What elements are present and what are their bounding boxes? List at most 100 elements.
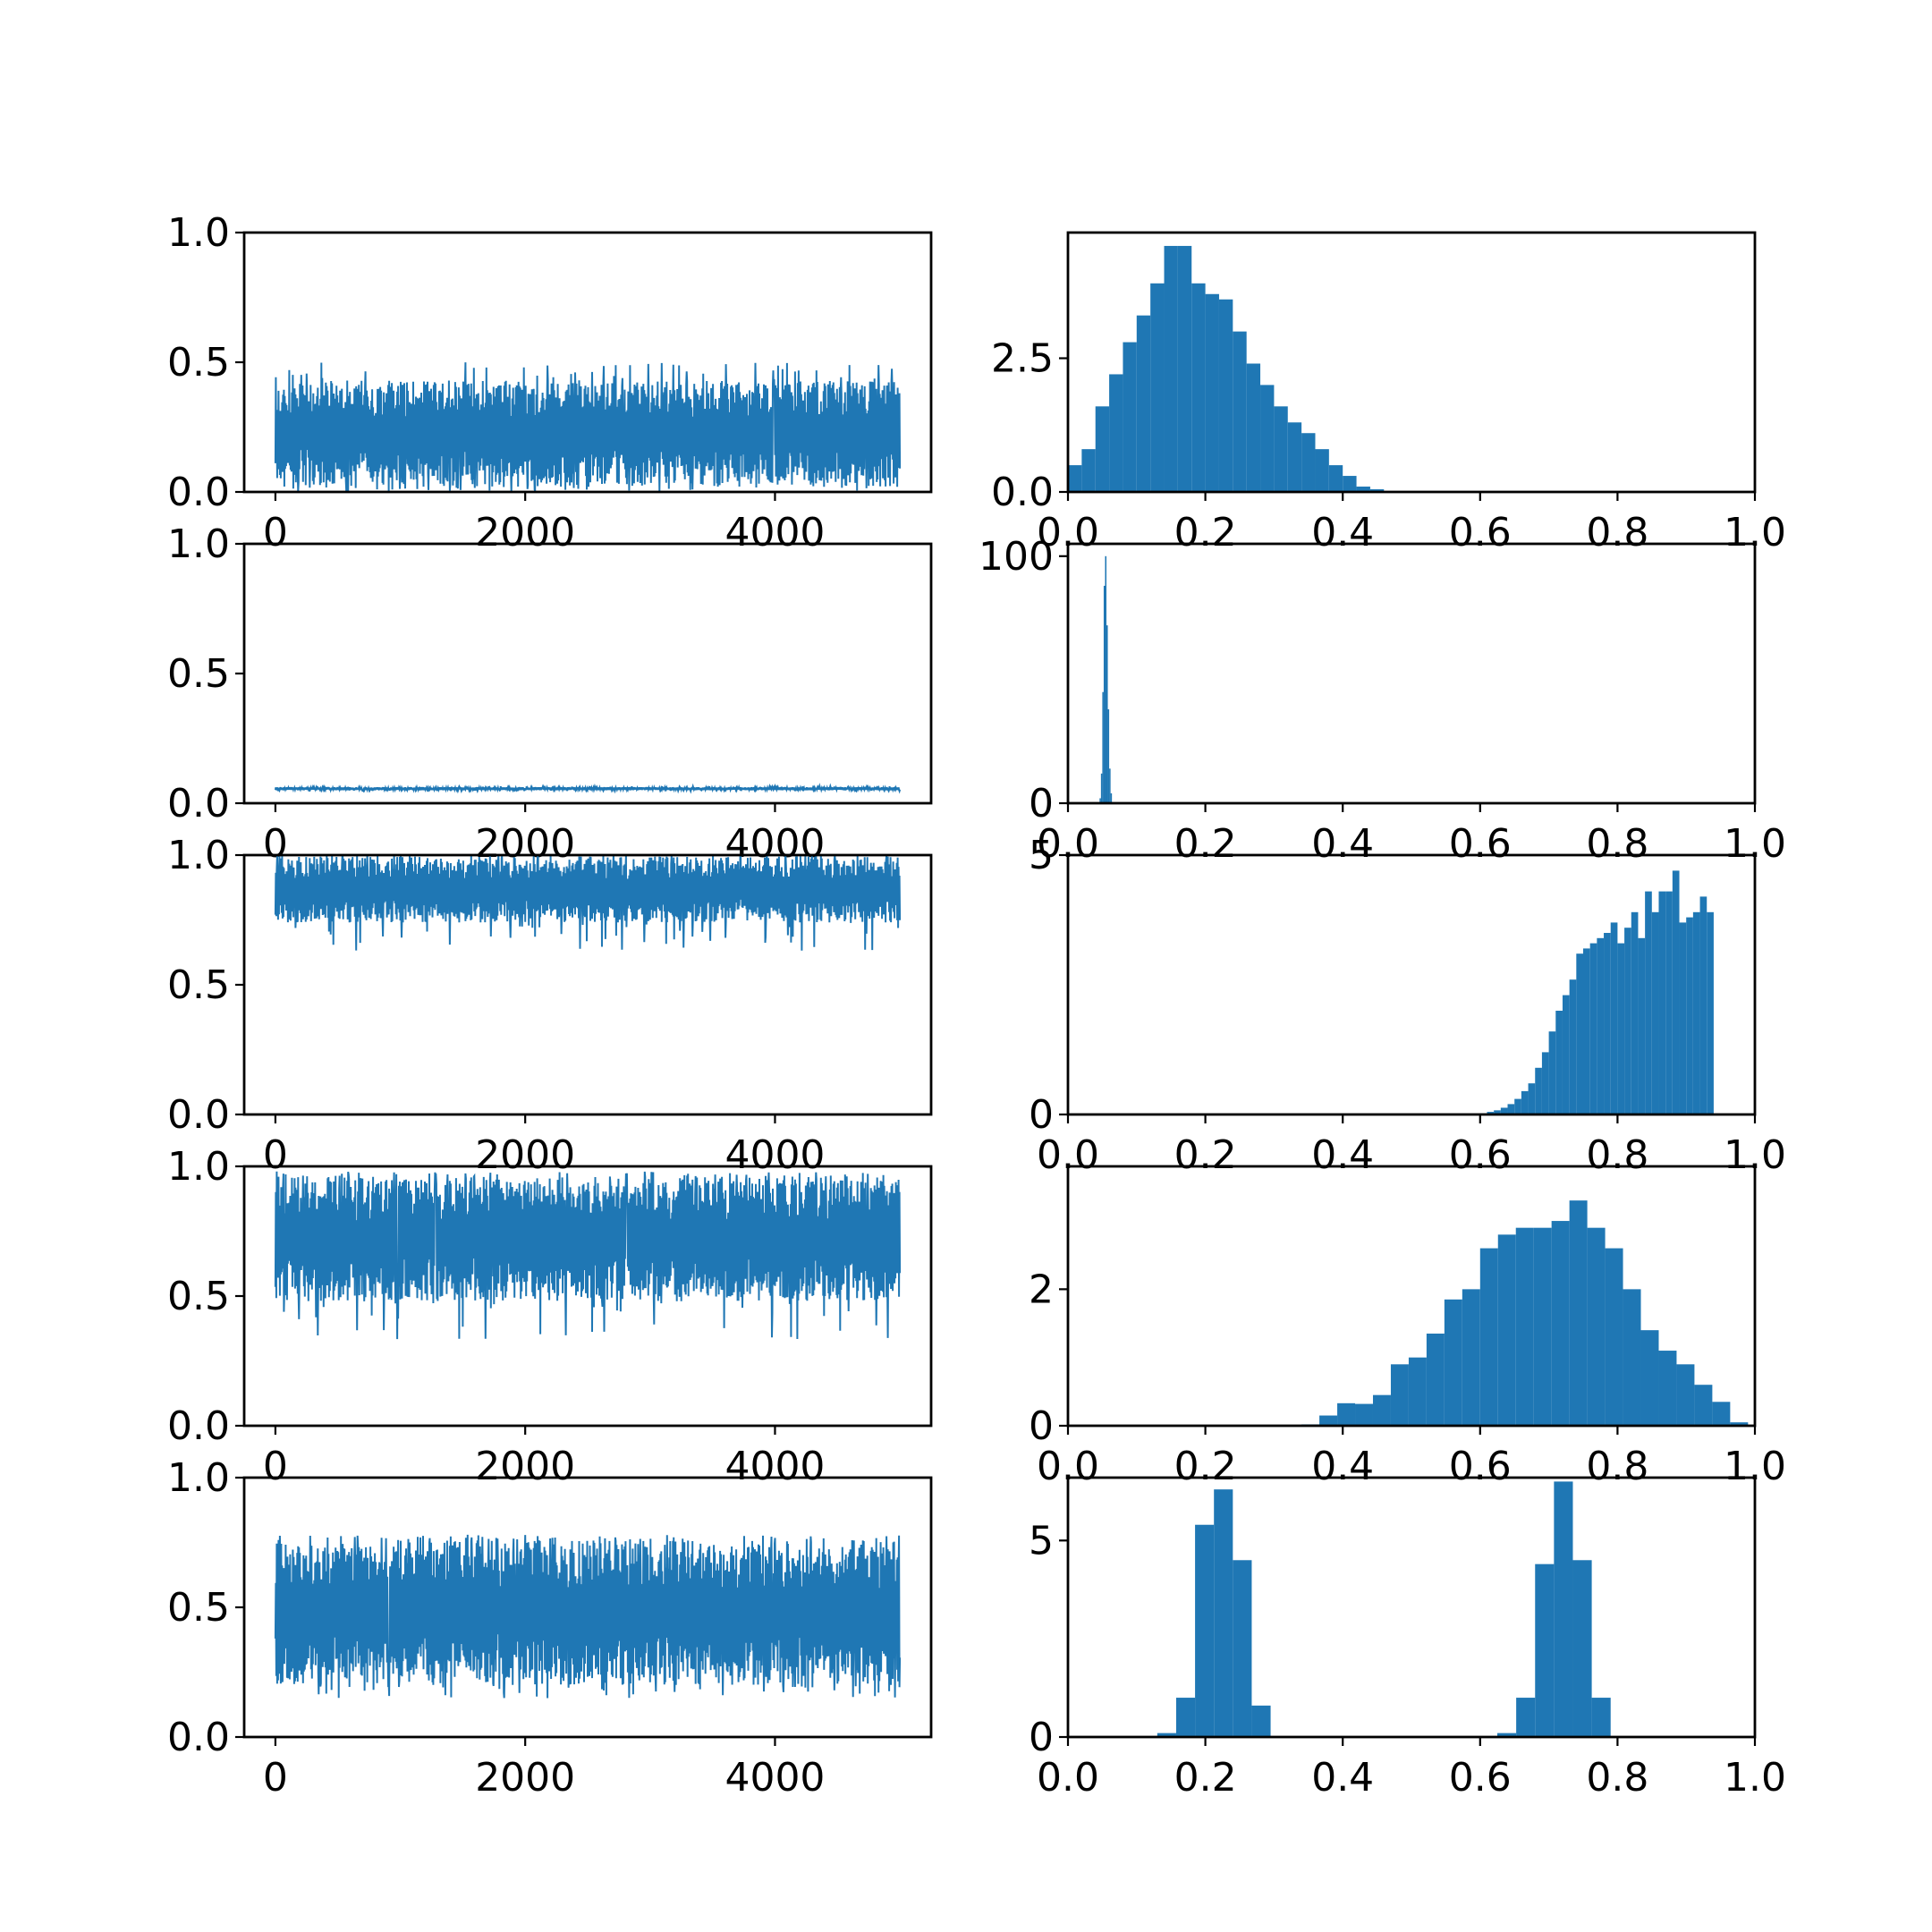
hist-bar: [1301, 433, 1316, 492]
hist-x-tick-label: 0.8: [1586, 821, 1648, 867]
hist-bar: [1274, 406, 1288, 492]
trace-y-tick-label: 0.5: [167, 651, 230, 697]
hist-bar: [1319, 1415, 1338, 1426]
hist-axes-frame: [1066, 542, 1757, 805]
hist-bar: [1110, 792, 1113, 803]
trace-y-tick-label: 0.5: [167, 962, 230, 1008]
hist-bar: [1569, 979, 1577, 1114]
hist-y-tick-label: 0: [1029, 1403, 1054, 1449]
hist-bar: [1251, 1705, 1271, 1737]
hist-bar: [1638, 937, 1646, 1114]
hist-bar: [1694, 1385, 1713, 1426]
hist-bar: [1516, 1698, 1536, 1737]
hist-bar: [1356, 487, 1370, 492]
hist-axes-frame: [1066, 1165, 1757, 1428]
hist-y-tick-label: 5: [1029, 1518, 1054, 1563]
hist-bar: [1343, 476, 1357, 492]
hist-x-tick-label: 0.2: [1174, 510, 1237, 555]
hist-axes-frame: [1066, 1476, 1757, 1739]
hist-bar: [1604, 933, 1611, 1114]
hist-bar: [1645, 891, 1652, 1114]
trace-line: [274, 852, 902, 951]
hist-x-tick-label: 0.4: [1311, 1755, 1374, 1801]
hist-bar: [1107, 709, 1110, 803]
trace-panel-4: 0.0 0.5 1.0 0 2000 4000: [167, 1144, 933, 1489]
hist-panel-3: 050.0 0.2 0.4 0.6 0.8 1.0: [1029, 833, 1786, 1178]
trace-x-tick-label: 0: [263, 1132, 288, 1178]
hist-bar: [1315, 449, 1329, 492]
trace-y-tick-label: 1.0: [167, 210, 230, 256]
hist-bar: [1177, 245, 1192, 492]
hist-bar: [1597, 937, 1605, 1114]
hist-x-tick-label: 0.8: [1586, 1444, 1648, 1489]
hist-bar: [1246, 363, 1261, 492]
hist-bar: [1515, 1227, 1534, 1426]
hist-bar: [1587, 1227, 1606, 1426]
hist-y-tick-label: 2.5: [991, 336, 1054, 382]
hist-bar: [1572, 1560, 1592, 1737]
trace-x-tick-label: 4000: [724, 1755, 825, 1801]
hist-bar: [1136, 315, 1151, 492]
hist-bar: [1106, 625, 1108, 803]
hist-bar: [1105, 555, 1107, 803]
hist-bar: [1535, 1563, 1555, 1737]
trace-panel-2: 0.00.51.00 2000 4000: [167, 521, 933, 867]
hist-bar: [1328, 465, 1343, 492]
hist-bar: [1631, 911, 1639, 1114]
hist-bar: [1658, 891, 1666, 1114]
hist-bar: [1686, 917, 1693, 1114]
hist-bar: [1640, 1330, 1659, 1426]
hist-bar: [1623, 1289, 1641, 1426]
trace-axes-frame: [242, 231, 933, 494]
trace-x-tick-label: 0: [263, 1755, 288, 1801]
trace-y-tick-label: 0.0: [167, 781, 230, 826]
hist-bar: [1679, 922, 1687, 1114]
trace-line: [274, 1171, 902, 1340]
hist-bar: [1514, 1098, 1521, 1114]
trace-y-tick-label: 0.0: [167, 1715, 230, 1760]
trace-y-tick-label: 0.0: [167, 1092, 230, 1138]
hist-bar: [1102, 691, 1104, 803]
hist-bar: [1287, 422, 1302, 492]
trace-x-tick-label: 4000: [724, 510, 825, 555]
hist-bar: [1497, 1234, 1516, 1426]
hist-bar: [1569, 1200, 1588, 1426]
hist-axes-frame: [1066, 853, 1757, 1116]
hist-bar: [1528, 1083, 1536, 1114]
trace-axes-frame: [242, 1165, 933, 1428]
hist-bar: [1175, 1698, 1196, 1737]
trace-y-tick-label: 1.0: [167, 833, 230, 878]
hist-bar: [1205, 293, 1219, 492]
hist-bar: [1591, 1698, 1611, 1737]
hist-bar: [1605, 1248, 1623, 1426]
hist-x-tick-label: 0.8: [1586, 1132, 1648, 1178]
hist-bar: [1533, 1227, 1552, 1426]
hist-bar: [1408, 1357, 1427, 1426]
hist-bar: [1337, 1402, 1356, 1426]
trace-x-tick-label: 2000: [475, 1132, 575, 1178]
hist-bar: [1157, 1733, 1176, 1737]
trace-y-tick-label: 0.0: [167, 470, 230, 515]
hist-bar: [1555, 1011, 1563, 1114]
hist-bar: [1730, 1422, 1749, 1426]
trace-y-tick-label: 0.5: [167, 1274, 230, 1319]
hist-x-tick-label: 0.8: [1586, 510, 1648, 555]
hist-bar: [1665, 891, 1673, 1114]
trace-panel-5: 0.0 0.5 1.0 0 2000 4000: [167, 1455, 933, 1801]
trace-x-tick-label: 0: [263, 1444, 288, 1489]
trace-y-tick-label: 1.0: [167, 1455, 230, 1501]
hist-x-tick-label: 1.0: [1724, 1755, 1786, 1801]
trace-x-tick-label: 2000: [475, 510, 575, 555]
hist-bar: [1191, 283, 1206, 492]
hist-bar: [1507, 1104, 1515, 1114]
trace-panel-3: 0.0 0.5 1.0 0 2000 4000: [167, 833, 933, 1178]
hist-bar: [1535, 1067, 1542, 1114]
hist-bar: [1390, 1364, 1409, 1426]
hist-bar: [1444, 1299, 1462, 1426]
hist-bar: [1589, 943, 1597, 1114]
hist-bar: [1672, 870, 1680, 1114]
trace-line: [274, 362, 902, 494]
